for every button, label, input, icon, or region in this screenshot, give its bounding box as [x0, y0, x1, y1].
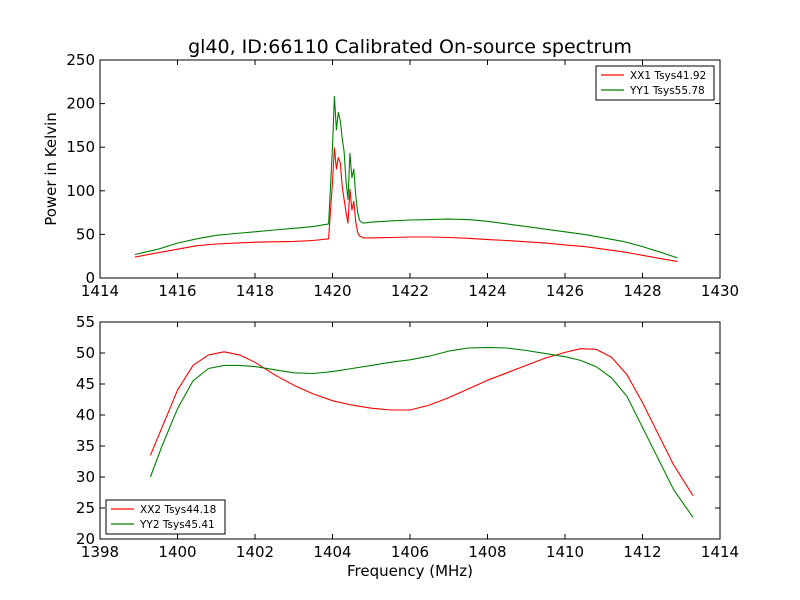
- series-line-1-2: [134, 96, 678, 259]
- chart-title: gl40, ID:66110 Calibrated On-source spec…: [188, 36, 632, 58]
- x-tick-label: 1430: [701, 282, 739, 300]
- x-tick-label: 1400: [158, 543, 196, 561]
- legend-label: YY1 Tsys55.78: [629, 85, 705, 97]
- x-tick-label: 1420: [313, 282, 351, 300]
- series-line-1-1: [134, 147, 678, 262]
- x-tick-label: 1416: [158, 282, 196, 300]
- x-tick-label: 1424: [468, 282, 506, 300]
- top-plot: 1414 1416 1418 1420 1422 1424 1426 1428 1430 0 50 1…: [66, 51, 739, 300]
- y-tick-label: 250: [66, 51, 95, 69]
- y-tick-label: 20: [76, 530, 95, 548]
- y-tick-label: 100: [66, 182, 95, 200]
- x-tick-label: 1410: [546, 543, 584, 561]
- y-tick-label: 55: [76, 313, 95, 331]
- y-tick-label: 40: [76, 406, 95, 424]
- series-line-2-2: [149, 346, 694, 518]
- y-tick-label: 30: [76, 468, 95, 486]
- x-tick-label: 1418: [236, 282, 274, 300]
- legend-label: XX2 Tsys44.18: [140, 504, 216, 516]
- y-tick-label: 150: [66, 138, 95, 156]
- x-tick-label: 1408: [468, 543, 506, 561]
- y-tick-label: 25: [76, 499, 95, 517]
- x-tick-label: 1398: [81, 543, 119, 561]
- legend-label: YY2 Tsys45.41: [139, 519, 215, 531]
- y-tick-label: 35: [76, 437, 95, 455]
- y-tick-label: 200: [66, 95, 95, 113]
- x-tick-label: 1414: [701, 543, 739, 561]
- y-axis-label: Power in Kelvin: [42, 112, 60, 226]
- legend: XX2 Tsys44.18 YY2 Tsys45.41: [105, 499, 226, 535]
- y-tick-label: 45: [76, 375, 95, 393]
- y-tick-label: 50: [76, 344, 95, 362]
- y-tick-label: 0: [85, 269, 95, 287]
- x-tick-label: 1412: [623, 543, 661, 561]
- y-tick-label: 50: [76, 225, 95, 243]
- bottom-plot: 1398 1400 1402 1404 1406 1408 1410 1412 1414 20 25…: [76, 313, 739, 561]
- x-tick-label: 1404: [313, 543, 351, 561]
- x-axis-label: Frequency (MHz): [347, 562, 473, 580]
- x-tick-label: 1402: [236, 543, 274, 561]
- x-tick-label: 1414: [81, 282, 119, 300]
- series-line-2-1: [149, 348, 694, 496]
- legend-label: XX1 Tsys41.92: [630, 70, 706, 82]
- x-tick-label: 1426: [546, 282, 584, 300]
- x-tick-label: 1406: [391, 543, 429, 561]
- x-tick-label: 1422: [391, 282, 429, 300]
- x-tick-label: 1428: [623, 282, 661, 300]
- legend: XX1 Tsys41.92 YY1 Tsys55.78: [595, 65, 715, 101]
- legend-box: [595, 65, 715, 101]
- legend-box: [105, 499, 226, 535]
